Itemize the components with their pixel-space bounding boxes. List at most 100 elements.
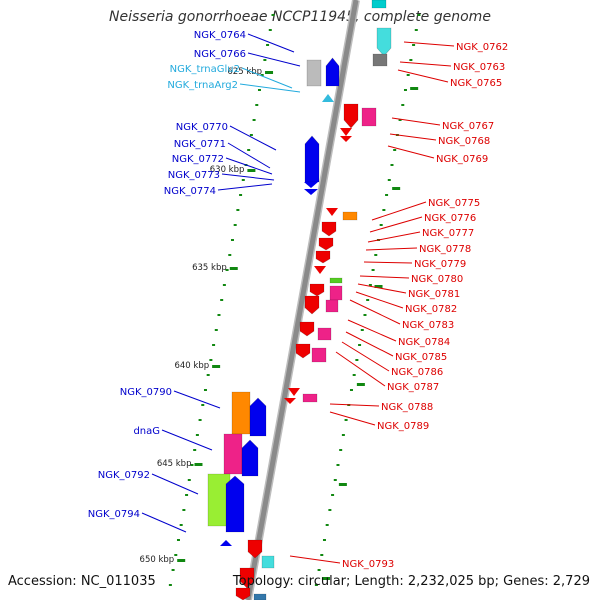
- major-tick: [212, 365, 221, 368]
- minor-tick: [363, 314, 367, 316]
- minor-tick: [387, 179, 391, 181]
- minor-tick: [355, 359, 359, 361]
- minor-tick: [325, 524, 329, 526]
- gene-feature: [306, 59, 322, 87]
- minor-tick: [344, 419, 348, 421]
- gene-feature: [288, 388, 300, 396]
- gene-feature: [235, 587, 251, 600]
- leader-line: [329, 403, 380, 407]
- minor-tick: [374, 254, 378, 256]
- gene-label-right: NGK_0769: [436, 154, 488, 165]
- gene-label-right: NGK_0775: [428, 198, 480, 209]
- tick-label: 635 kbp: [192, 263, 227, 273]
- genome-title: Neisseria gonorrhoeae NCCP11945, complet…: [109, 9, 491, 25]
- gene-label-left: NGK_0766: [194, 49, 246, 60]
- gene-feature: [340, 136, 352, 142]
- gene-label-right: NGK_0777: [422, 228, 474, 239]
- leader-line: [389, 133, 437, 141]
- gene-feature: [231, 391, 251, 435]
- gene-feature: [261, 555, 275, 569]
- minor-tick: [233, 224, 237, 226]
- leader-line: [399, 61, 452, 67]
- gene-label-right: NGK_0786: [391, 367, 443, 378]
- gene-label-left: NGK_trnaGlu2: [170, 64, 240, 75]
- major-tick: [392, 187, 401, 190]
- accession-text: Accession: NC_011035: [8, 574, 156, 589]
- gene-feature: [372, 53, 388, 67]
- leader-line: [341, 341, 390, 372]
- leader-line: [229, 125, 277, 151]
- gene-label-right: NGK_0789: [377, 421, 429, 432]
- gene-label-right: NGK_0793: [342, 559, 394, 570]
- leader-line: [239, 83, 301, 93]
- gene-feature: [315, 250, 331, 264]
- major-tick: [229, 267, 238, 270]
- major-tick: [177, 559, 186, 562]
- gene-feature: [284, 398, 296, 404]
- gene-feature: [361, 107, 377, 127]
- gene-label-left: NGK_0764: [194, 30, 246, 41]
- gene-label-right: NGK_0762: [456, 42, 508, 53]
- gene-feature: [325, 299, 339, 313]
- major-tick: [265, 71, 274, 74]
- leader-line: [225, 157, 273, 175]
- minor-tick: [320, 554, 324, 556]
- gene-feature: [220, 540, 232, 546]
- minor-tick: [322, 539, 326, 541]
- genome-backbone: [245, 0, 359, 600]
- gene-feature: [304, 135, 320, 183]
- gene-feature: [325, 57, 340, 87]
- leader-line: [161, 429, 213, 451]
- minor-tick: [417, 14, 421, 16]
- gene-label-left: NGK_0790: [120, 387, 172, 398]
- gene-feature: [304, 182, 318, 188]
- minor-tick: [266, 44, 270, 46]
- gene-feature: [329, 285, 343, 301]
- leader-line: [349, 299, 401, 325]
- gene-label-left: NGK_0770: [176, 122, 228, 133]
- minor-tick: [412, 44, 416, 46]
- gene-feature: [311, 347, 327, 363]
- gene-feature: [225, 475, 245, 533]
- leader-line: [359, 275, 410, 279]
- major-tick: [338, 483, 347, 486]
- gene-feature: [329, 277, 343, 284]
- minor-tick: [182, 509, 186, 511]
- gene-feature: [247, 539, 263, 559]
- minor-tick: [179, 524, 183, 526]
- leader-line: [355, 291, 404, 309]
- tick-label: 625 kbp: [227, 67, 262, 77]
- gene-feature: [239, 567, 255, 589]
- minor-tick: [168, 584, 172, 586]
- minor-tick: [371, 269, 375, 271]
- gene-feature: [343, 103, 359, 129]
- leader-line: [335, 351, 386, 387]
- gene-feature: [249, 397, 267, 437]
- minor-tick: [247, 149, 251, 151]
- major-tick: [356, 383, 365, 386]
- major-tick: [247, 169, 256, 172]
- minor-tick: [198, 419, 202, 421]
- minor-tick: [414, 29, 418, 31]
- gene-label-right: NGK_0784: [398, 337, 450, 348]
- leader-line: [173, 390, 221, 409]
- minor-tick: [314, 584, 318, 586]
- leader-line: [217, 183, 273, 191]
- gene-label-right: NGK_0783: [402, 320, 454, 331]
- gene-feature: [342, 211, 358, 221]
- tick-label: 645 kbp: [157, 459, 192, 469]
- gene-feature: [326, 208, 338, 216]
- minor-tick: [401, 104, 405, 106]
- gene-label-right: NGK_0778: [419, 244, 471, 255]
- gene-feature: [318, 237, 334, 251]
- minor-tick: [185, 494, 189, 496]
- major-tick: [194, 463, 203, 466]
- gene-label-right: NGK_0763: [453, 62, 505, 73]
- gene-feature: [321, 221, 337, 237]
- minor-tick: [255, 104, 259, 106]
- leader-line: [347, 319, 397, 342]
- gene-feature: [295, 343, 311, 359]
- leader-line: [367, 231, 421, 243]
- leader-line: [345, 331, 394, 357]
